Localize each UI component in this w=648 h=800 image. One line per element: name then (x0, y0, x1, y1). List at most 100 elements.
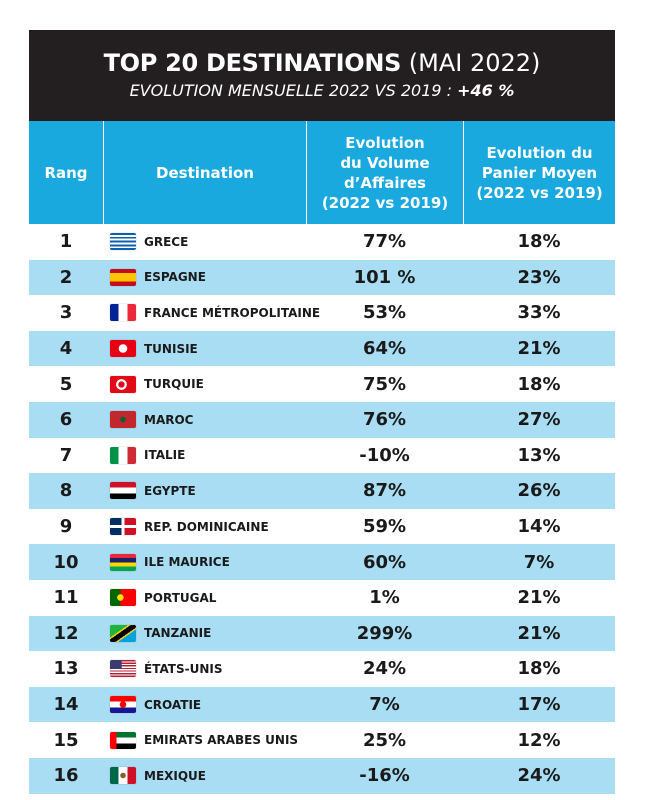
panier-cell: 18% (517, 231, 561, 253)
greece-flag-icon (110, 233, 136, 251)
volume-cell: -16% (359, 765, 410, 787)
volume-cell: 299% (356, 622, 413, 644)
rank-cell: 12 (53, 622, 79, 644)
column-header-panier-line: Panier Moyen (481, 163, 598, 182)
table-row: 7 ITALIE -10% 13% (29, 438, 615, 474)
destination-name: PORTUGAL (144, 590, 217, 605)
volume-cell: 1% (369, 587, 400, 609)
table-row: 12 TANZANIE 299% 21% (29, 615, 615, 652)
panier-cell: 23% (517, 266, 561, 288)
volume-cell: 64% (362, 338, 407, 360)
rank-cell: 11 (53, 587, 79, 609)
table-row: 13 ÉTATS-UNIS 24% 18% (29, 651, 615, 687)
volume-cell: 60% (362, 551, 407, 573)
spain-flag-icon (110, 268, 136, 286)
rank-cell: 7 (59, 444, 73, 466)
subtitle-text: EVOLUTION MENSUELLE 2022 VS 2019 : (129, 81, 453, 100)
volume-cell: -10% (359, 444, 410, 466)
volume-cell: 7% (369, 694, 400, 716)
turkey-flag-icon (110, 375, 136, 393)
destination-cell: ITALIE (103, 438, 306, 474)
destination-name: GRECE (144, 234, 189, 249)
dominican-flag-icon (110, 518, 136, 536)
destination-name: MEXIQUE (144, 768, 206, 783)
tanzania-flag-icon (110, 624, 136, 642)
volume-cell: 77% (362, 231, 407, 253)
rank-cell: 5 (59, 373, 73, 395)
panier-cell: 14% (517, 516, 561, 538)
destination-cell: ILE MAURICE (103, 544, 306, 580)
destination-name: ITALIE (144, 448, 186, 463)
rank-cell: 3 (59, 302, 73, 324)
panier-cell: 13% (517, 444, 561, 466)
destination-cell: TUNISIE (103, 331, 306, 367)
rank-cell: 14 (53, 694, 79, 716)
destination-name: TURQUIE (144, 377, 204, 392)
volume-cell: 87% (362, 480, 407, 502)
destination-name: ESPAGNE (144, 270, 206, 285)
column-header-destination: Destination (103, 121, 306, 224)
egypt-flag-icon (110, 482, 136, 500)
destination-cell: FRANCE MÉTROPOLITAINE (103, 295, 320, 331)
table-body: 1 GRECE 77% 18% 2 ESPAGNE 101 % 23% 3 FRANCE MÉTR… (29, 224, 615, 794)
table-row: 5 TURQUIE 75% 18% (29, 366, 615, 402)
column-header-volume-line: (2022 vs 2019) (321, 193, 449, 212)
rank-cell: 16 (53, 765, 79, 787)
rank-cell: 4 (59, 338, 73, 360)
volume-cell: 75% (362, 373, 407, 395)
destination-cell: EGYPTE (103, 473, 306, 509)
title-banner: TOP 20 DESTINATIONS (MAI 2022) EVOLUTION… (29, 30, 615, 121)
italy-flag-icon (110, 446, 136, 464)
table-row: 14 CROATIE 7% 17% (29, 686, 615, 723)
rank-cell: 1 (59, 231, 73, 253)
destination-name: ÉTATS-UNIS (144, 661, 223, 676)
table-row: 10 ILE MAURICE 60% 7% (29, 544, 615, 580)
usa-flag-icon (110, 660, 136, 678)
table-row: 11 PORTUGAL 1% 21% (29, 580, 615, 616)
destination-name: TANZANIE (144, 626, 212, 641)
destination-name: CROATIE (144, 697, 202, 712)
page-title: TOP 20 DESTINATIONS (MAI 2022) (29, 48, 615, 78)
mauritius-flag-icon (110, 553, 136, 571)
volume-cell: 24% (362, 658, 407, 680)
column-header-volume-line: du Volume (340, 153, 430, 172)
title-period: (MAI 2022) (408, 49, 541, 77)
subtitle: EVOLUTION MENSUELLE 2022 VS 2019 : +46 % (29, 80, 615, 102)
rank-cell: 2 (59, 266, 73, 288)
table-row: 15 EMIRATS ARABES UNIS 25% 12% (29, 722, 615, 758)
destination-name: MAROC (144, 412, 194, 427)
rank-cell: 10 (53, 551, 79, 573)
table-row: 4 TUNISIE 64% 21% (29, 330, 615, 367)
destination-name: REP. DOMINICAINE (144, 519, 269, 534)
panier-cell: 18% (517, 658, 561, 680)
column-header-panier-line: (2022 vs 2019) (476, 183, 603, 202)
table-row: 16 MEXIQUE -16% 24% (29, 757, 615, 794)
morocco-flag-icon (110, 411, 136, 429)
mexico-flag-icon (110, 767, 136, 785)
panier-cell: 21% (517, 622, 561, 644)
table-header: Rang Destination Evolution du Volume d’A… (29, 121, 615, 224)
subtitle-value: +46 % (457, 81, 515, 100)
croatia-flag-icon (110, 696, 136, 714)
table-row: 3 FRANCE MÉTROPOLITAINE 53% 33% (29, 295, 615, 331)
rank-cell: 8 (59, 480, 73, 502)
column-header-panier: Evolution du Panier Moyen (2022 vs 2019) (463, 121, 615, 224)
destination-name: EGYPTE (144, 483, 196, 498)
destination-cell: MEXIQUE (103, 758, 306, 794)
france-flag-icon (110, 304, 136, 322)
destination-cell: TURQUIE (103, 366, 306, 402)
tunisia-flag-icon (110, 340, 136, 358)
rank-cell: 13 (53, 658, 79, 680)
volume-cell: 25% (362, 729, 407, 751)
destination-cell: REP. DOMINICAINE (103, 509, 306, 545)
panier-cell: 12% (517, 729, 561, 751)
column-header-volume: Evolution du Volume d’Affaires (2022 vs … (306, 121, 463, 224)
destination-name: FRANCE MÉTROPOLITAINE (144, 305, 321, 320)
table-row: 2 ESPAGNE 101 % 23% (29, 259, 615, 296)
panier-cell: 33% (517, 302, 561, 324)
table-row: 6 MAROC 76% 27% (29, 401, 615, 438)
rank-cell: 15 (53, 729, 79, 751)
column-header-volume-line: Evolution (345, 133, 425, 152)
table-row: 1 GRECE 77% 18% (29, 224, 615, 260)
title-main: TOP 20 DESTINATIONS (103, 49, 402, 77)
